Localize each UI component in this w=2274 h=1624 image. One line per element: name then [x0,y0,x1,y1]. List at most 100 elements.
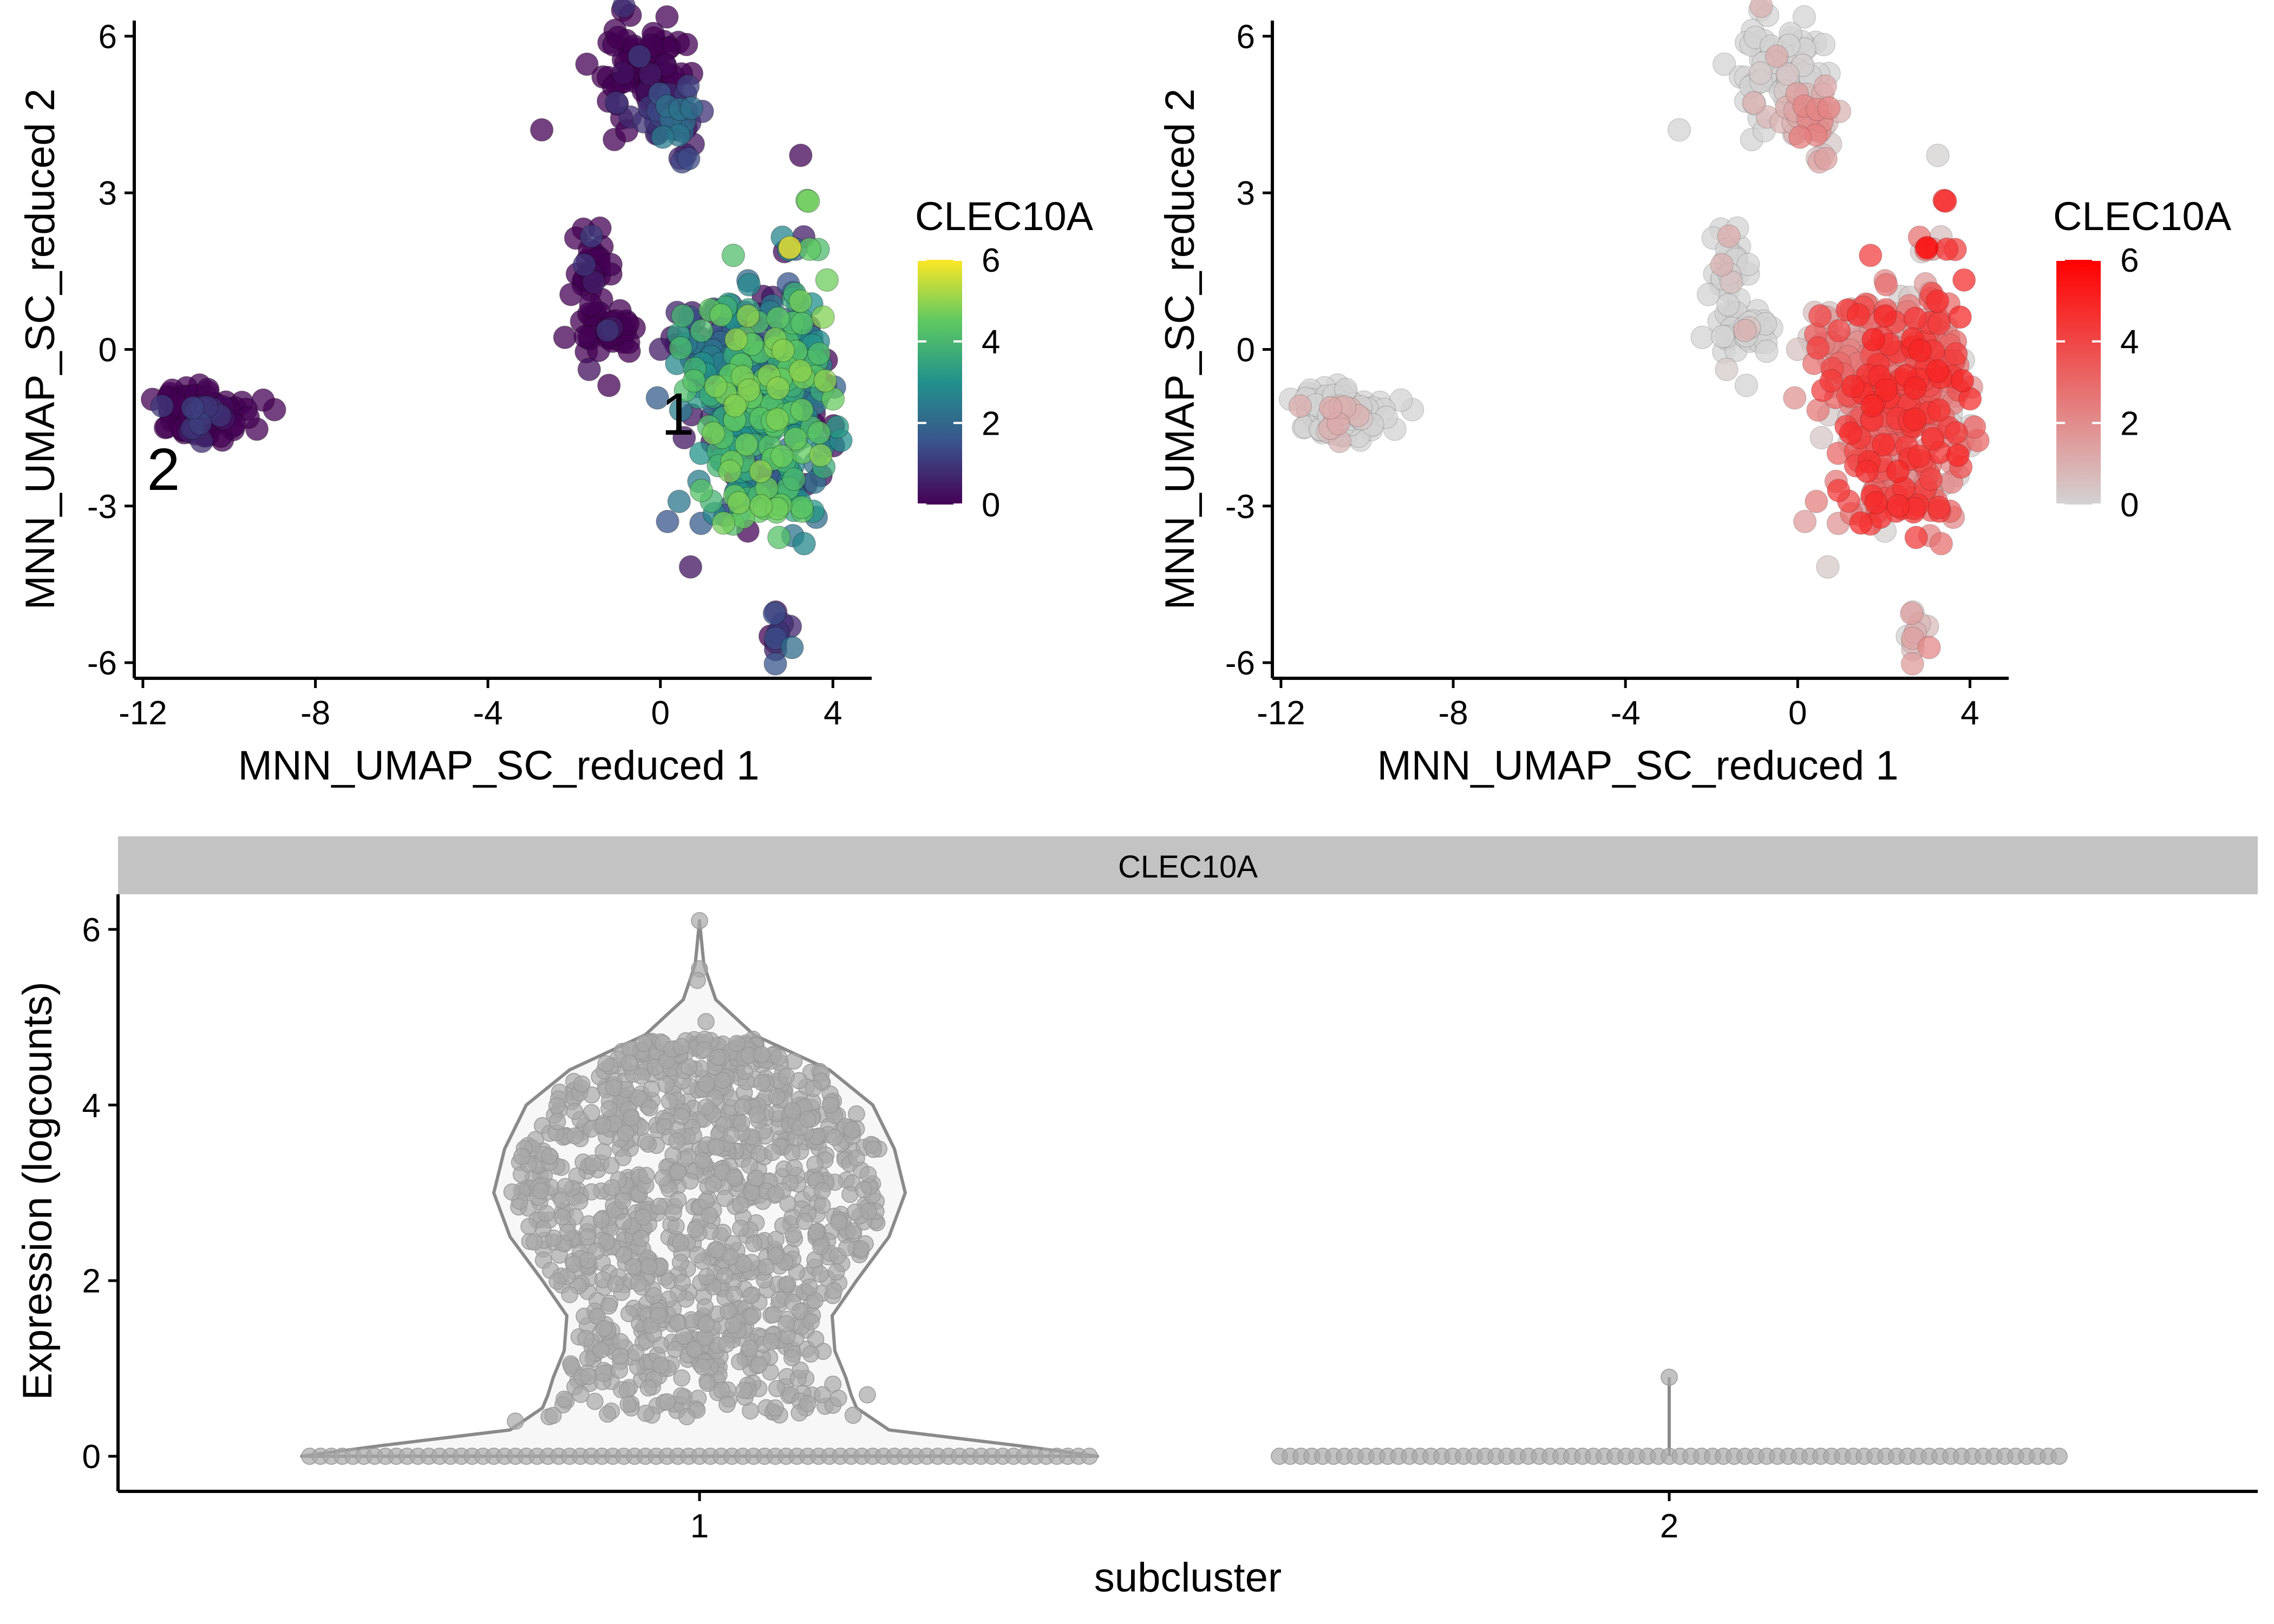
violin-point [630,1274,647,1292]
violin-point [716,1190,734,1207]
violin-point [783,1102,801,1119]
violin-point [548,1097,566,1115]
violin-point [767,1230,785,1248]
violin-point [632,1229,650,1247]
violin-point [805,1079,822,1097]
violin-point [745,1235,763,1253]
umap-viridis-point [727,490,751,515]
violin-point [540,1147,558,1165]
violin-point [697,1192,715,1210]
violin-point [821,1096,839,1114]
umap-viridis-point [597,374,621,397]
violin-point [748,1106,766,1123]
umap-viridis-point [749,494,773,518]
violin-point [830,1214,848,1231]
violin-point [627,1344,645,1361]
violin-y-tick-label: 2 [82,1263,101,1300]
umap-red-point [1861,328,1885,352]
umap-red-point [1736,252,1760,277]
umap-red-legend-tick-label: 6 [2120,242,2139,279]
violin-point [689,972,706,989]
umap-viridis-point [573,324,597,349]
umap-viridis-point [676,74,700,98]
violin-point [777,1315,795,1333]
umap-viridis-point [677,147,701,171]
umap-red-point [1813,74,1838,98]
violin-y-label: Expression (logcounts) [15,981,61,1400]
umap-viridis-point [690,319,714,343]
violin-point [750,1356,768,1373]
umap-red-point [1944,421,1968,445]
umap-viridis-y-tick-label: 0 [99,332,117,369]
violin-point [838,1239,855,1257]
violin-point [753,1074,771,1091]
violin-point [694,1358,711,1376]
umap-viridis-point [572,253,597,277]
violin-point [602,1157,620,1175]
umap-viridis-point [579,224,604,248]
violin-point [669,1163,687,1181]
umap-red-point [1748,61,1773,85]
violin-point [674,1274,691,1291]
violin-point [671,1254,689,1272]
violin-point [548,1273,566,1290]
umap-viridis-point [771,338,795,363]
umap-viridis-point [667,489,691,514]
violin-point [553,1208,571,1226]
violin-point [848,1149,865,1167]
violin-shape-cluster-1 [300,919,1099,1458]
violin-point [799,1111,816,1128]
umap-red-point [1696,283,1721,306]
violin-point [785,1226,802,1243]
violin-point [597,1055,615,1072]
umap-red-point [1903,376,1927,400]
umap-viridis-point [577,357,601,382]
umap-red-y-tick-label: 0 [1237,332,1255,369]
violin-point [672,1387,690,1405]
violin-point [617,1124,635,1142]
umap-viridis-point [617,339,641,363]
violin-point [764,1144,781,1161]
violin-point [566,1103,584,1120]
umap-red-point [1855,459,1879,483]
violin-point [513,1148,531,1165]
umap-viridis-point [709,303,733,327]
violin-point [695,1041,713,1058]
umap-red-point [1874,273,1898,297]
violin-point [1081,1448,1098,1465]
violin-point [697,1098,715,1116]
umap-red-legend: CLEC10A 0 2 4 6 [2053,194,2232,524]
violin-point [812,1265,829,1283]
umap-viridis-legend-tick-label: 4 [982,324,1000,361]
violin-point [673,1369,690,1387]
umap-viridis-point [724,328,748,352]
violin-point [669,1314,686,1332]
violin-point [592,1211,610,1229]
umap-red-point [1946,443,1970,467]
umap-red-y-tick-label: 3 [1237,175,1255,212]
violin-point [537,1204,555,1222]
umap-red-point [1948,305,1972,329]
umap-red-y-tick-label: -6 [1225,645,1255,682]
violin-point [717,1335,735,1353]
umap-viridis-x-tick-label: 4 [824,695,842,732]
umap-viridis-point [679,96,704,120]
umap-viridis-ticks: -12 -8 -4 0 4 -6 -3 0 3 6 [87,18,842,732]
umap-red-points [1278,0,1990,676]
violin-point [594,1365,612,1382]
violin-point [762,1333,780,1351]
umap-viridis-point [763,652,787,676]
umap-red-point [1816,555,1840,579]
violin-point [698,1268,715,1286]
violin-point [572,1386,590,1403]
umap-viridis-point [678,555,703,579]
umap-viridis-x-tick-label: -12 [119,695,167,732]
umap-red-point [1860,394,1884,418]
umap-viridis-point [796,189,820,213]
umap-red-point [1919,467,1943,492]
violin-point [767,1399,784,1417]
umap-red-point [1933,189,1957,213]
violin-point [799,1395,816,1412]
umap-viridis-point [612,0,636,18]
